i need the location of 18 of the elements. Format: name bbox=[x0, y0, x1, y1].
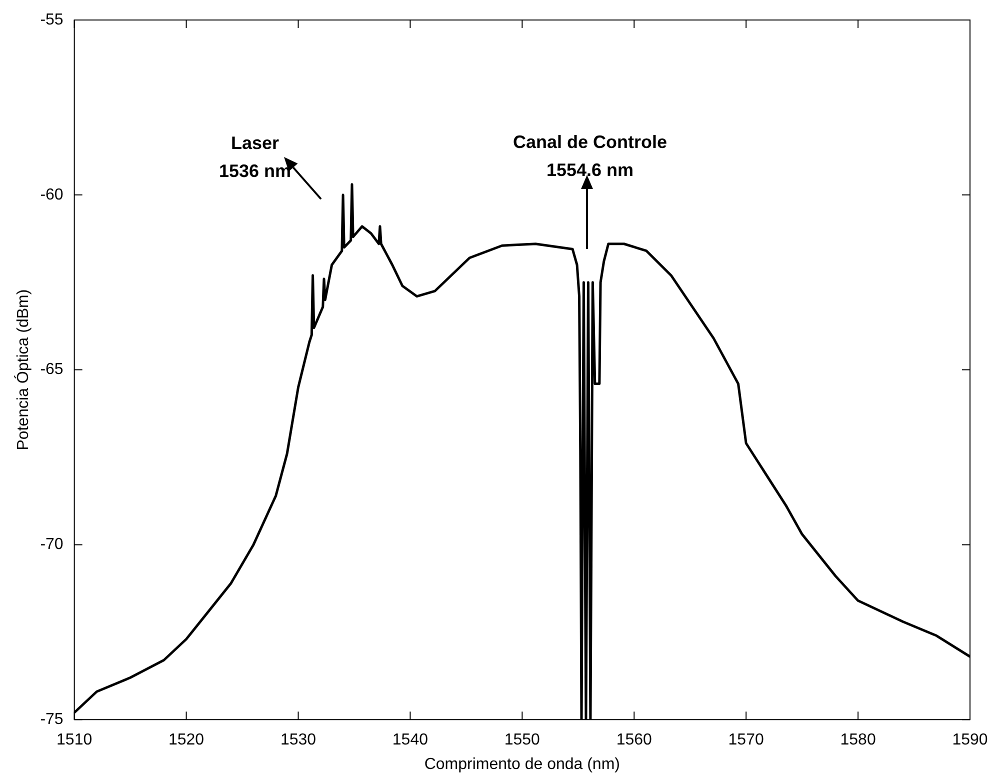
x-tick-label: 1590 bbox=[952, 732, 988, 749]
y-tick-label: -55 bbox=[40, 11, 64, 28]
x-tick-label: 1540 bbox=[392, 732, 428, 749]
x-tick-label: 1550 bbox=[504, 732, 540, 749]
x-tick-label: 1510 bbox=[56, 732, 92, 749]
x-tick-label: 1530 bbox=[280, 732, 316, 749]
annotation: Laser 1536 nm bbox=[218, 132, 292, 181]
x-tick-label: 1560 bbox=[616, 732, 652, 749]
x-tick-label: 1580 bbox=[840, 732, 876, 749]
x-tick-label: 1570 bbox=[728, 732, 764, 749]
y-tick-label: -75 bbox=[40, 711, 64, 728]
x-tick-label: 1520 bbox=[168, 732, 204, 749]
y-tick-label: -60 bbox=[40, 186, 64, 204]
y-tick-label: -65 bbox=[40, 361, 64, 378]
y-axis-title: Potencia Óptica (dBm) bbox=[14, 289, 32, 450]
x-axis-title: Comprimento de onda (nm) bbox=[424, 756, 620, 773]
annotation: Canal de Controle 1554.6 nm bbox=[512, 132, 668, 180]
y-tick-label: -70 bbox=[40, 536, 64, 554]
